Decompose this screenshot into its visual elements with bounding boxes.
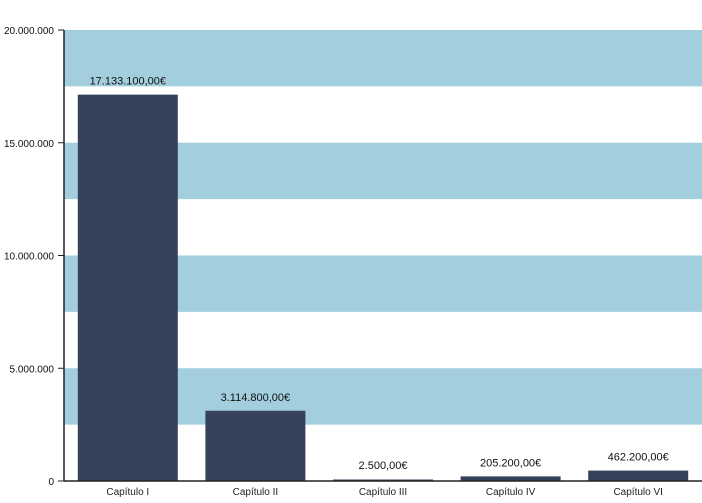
y-tick-label: 5.000.000 — [10, 364, 55, 375]
grid-band — [64, 30, 702, 87]
grid-bands — [64, 30, 702, 425]
y-tick-label: 20.000.000 — [4, 26, 54, 37]
y-tick-label: 15.000.000 — [4, 139, 54, 150]
bar — [77, 94, 178, 482]
x-tick-label: Capítulo II — [233, 487, 279, 498]
data-label: 205.200,00€ — [480, 457, 541, 469]
data-label: 2.500,00€ — [359, 460, 408, 472]
x-tick-label: Capítulo I — [106, 487, 149, 498]
y-tick-labels: 0 5.000.000 10.000.000 15.000.000 20.000.000 — [4, 26, 64, 488]
x-tick-label: Capítulo VI — [613, 487, 662, 498]
x-tick-labels: Capítulo I Capítulo II Capítulo III Capítul… — [106, 487, 663, 498]
x-tick-label: Capítulo III — [359, 487, 407, 498]
bar — [460, 476, 561, 481]
y-tick-label: 0 — [48, 477, 54, 488]
y-tick-label: 10.000.000 — [4, 252, 54, 263]
bars — [77, 94, 689, 482]
data-labels: 17.133.100,00€ 3.114.800,00€ 2.500,00€ 205.… — [90, 76, 669, 472]
bar — [588, 470, 689, 481]
data-label: 17.133.100,00€ — [90, 76, 166, 88]
data-label: 462.200,00€ — [608, 452, 669, 464]
data-label: 3.114.800,00€ — [221, 392, 291, 404]
bar — [205, 410, 306, 481]
x-tick-label: Capítulo IV — [486, 487, 536, 498]
